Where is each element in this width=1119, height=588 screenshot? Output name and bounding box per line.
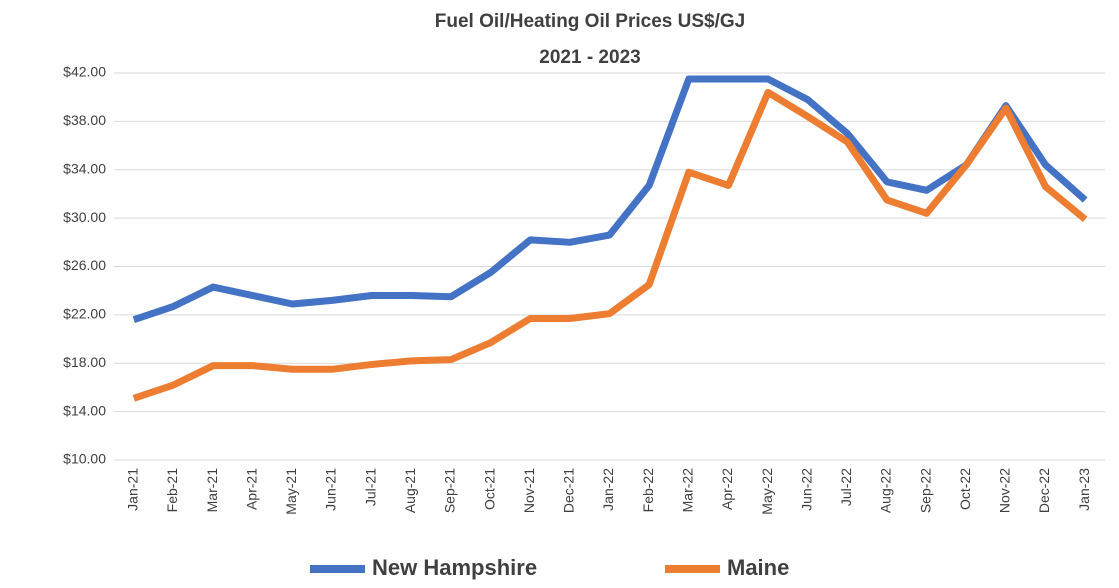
- x-tick-label: Dec-22: [1036, 468, 1052, 513]
- x-tick-label: Oct-21: [481, 468, 497, 510]
- x-tick-label: Mar-21: [204, 468, 220, 513]
- legend-label: New Hampshire: [372, 555, 537, 580]
- x-tick-label: Nov-21: [521, 468, 537, 513]
- x-tick-label: Apr-22: [719, 468, 735, 510]
- chart-title: Fuel Oil/Heating Oil Prices US$/GJ: [435, 11, 745, 32]
- x-tick-label: Aug-21: [402, 468, 418, 513]
- y-tick-label: $42.00: [63, 64, 106, 80]
- y-tick-label: $38.00: [63, 112, 106, 128]
- x-tick-label: Feb-21: [164, 468, 180, 513]
- x-tick-label: Sep-22: [917, 468, 933, 513]
- x-tick-label: Jul-21: [362, 468, 378, 506]
- x-tick-label: May-22: [759, 468, 775, 515]
- chart-subtitle: 2021 - 2023: [539, 47, 640, 68]
- y-tick-label: $34.00: [63, 160, 106, 176]
- x-tick-label: May-21: [283, 468, 299, 515]
- x-tick-label: Nov-22: [997, 468, 1013, 513]
- y-tick-label: $30.00: [63, 209, 106, 225]
- y-tick-label: $14.00: [63, 402, 106, 418]
- x-tick-label: Jul-22: [838, 468, 854, 506]
- legend-label: Maine: [727, 555, 789, 580]
- line-series: [132, 75, 1088, 324]
- y-tick-label: $18.00: [63, 354, 106, 370]
- x-tick-label: Mar-22: [679, 468, 695, 513]
- x-tick-label: Jan-23: [1076, 468, 1092, 511]
- x-tick-label: Jan-21: [125, 468, 141, 511]
- y-tick-label: $26.00: [63, 257, 106, 273]
- x-tick-label: Sep-21: [442, 468, 458, 513]
- x-tick-label: Aug-22: [878, 468, 894, 513]
- x-tick-label: Jan-22: [600, 468, 616, 511]
- x-tick-label: Jun-22: [798, 468, 814, 511]
- x-tick-label: Apr-21: [243, 468, 259, 510]
- x-tick-label: Feb-22: [640, 468, 656, 513]
- y-tick-label: $10.00: [63, 451, 106, 467]
- x-tick-label: Jun-21: [323, 468, 339, 511]
- y-tick-label: $22.00: [63, 306, 106, 322]
- x-tick-label: Dec-21: [561, 468, 577, 513]
- line-series: [132, 88, 1088, 402]
- x-tick-label: Oct-22: [957, 468, 973, 510]
